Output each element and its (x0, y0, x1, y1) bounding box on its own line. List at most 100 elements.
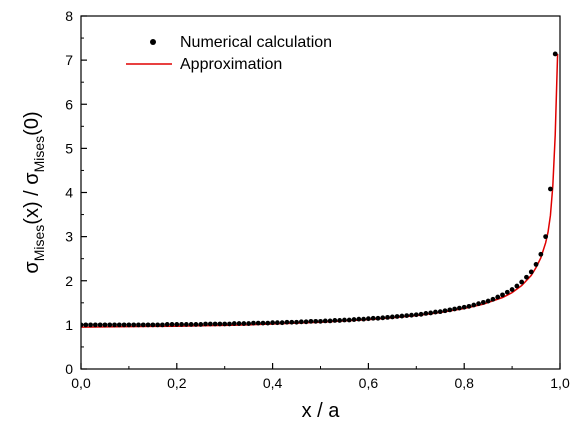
numerical-point (274, 320, 280, 326)
numerical-point (337, 318, 343, 323)
numerical-point (457, 305, 462, 311)
y-tick-label: 3 (65, 229, 73, 245)
numerical-point (164, 322, 170, 327)
numerical-point (116, 322, 122, 328)
numerical-point (308, 318, 314, 324)
y-tick-label: 4 (65, 185, 73, 201)
numerical-point (413, 312, 419, 318)
numerical-point (294, 319, 299, 325)
numerical-point (179, 322, 184, 327)
y-axis-title-end: (0) (21, 111, 43, 135)
numerical-point (279, 320, 285, 326)
numerical-point (370, 315, 376, 321)
numerical-point (504, 289, 510, 295)
numerical-point (150, 322, 156, 328)
numerical-point (246, 321, 252, 326)
plot-series (81, 51, 559, 328)
y-tick-label: 2 (65, 273, 73, 289)
numerical-point (251, 320, 256, 326)
x-axis-title: x / a (302, 400, 341, 422)
y-tick-label: 7 (65, 52, 73, 68)
numerical-point (207, 321, 213, 327)
numerical-point (342, 317, 347, 323)
x-tick-label: 0,8 (454, 375, 474, 391)
numerical-point (126, 322, 132, 328)
numerical-point (480, 299, 486, 305)
numerical-point (418, 311, 424, 317)
y-tick-label: 1 (65, 317, 73, 333)
numerical-point (155, 322, 161, 328)
numerical-point (112, 322, 117, 328)
numerical-point (356, 316, 362, 322)
numerical-point (303, 319, 309, 325)
numerical-point (140, 322, 146, 328)
numerical-point (212, 321, 218, 327)
x-tick-label: 0,6 (359, 375, 379, 391)
numerical-point (260, 320, 266, 326)
legend-label-numerical: Numerical calculation (180, 34, 332, 51)
numerical-point (409, 312, 414, 318)
numerical-point (423, 311, 429, 316)
numerical-point (461, 304, 467, 310)
y-axis-title-mid: (x) / (21, 185, 43, 225)
numerical-point (548, 186, 553, 192)
numerical-point (346, 317, 352, 323)
numerical-point (509, 287, 515, 292)
legend-label-approximation: Approximation (180, 56, 282, 73)
numerical-point (375, 315, 381, 321)
numerical-point (121, 322, 127, 328)
numerical-point (188, 322, 194, 327)
numerical-point (500, 292, 505, 298)
numerical-point (490, 296, 496, 302)
numerical-point (92, 322, 98, 328)
axis-ticks: 0 1 2 3 4 5 6 7 8 0,0 0,2 0,4 0,6 0,8 1,0 (65, 8, 570, 391)
numerical-point (476, 301, 481, 307)
numerical-point (183, 322, 189, 327)
numerical-point (97, 322, 103, 328)
numerical-point (466, 303, 472, 309)
numerical-point (255, 320, 261, 326)
numerical-point (136, 322, 141, 328)
numerical-point (433, 309, 438, 315)
numerical-point (538, 251, 544, 257)
y-axis-title-subscript1: Mises (31, 225, 47, 262)
legend: Numerical calculation Approximation (126, 34, 332, 73)
x-tick-label: 1,0 (550, 375, 570, 391)
y-axis-title-sigma2: σ (21, 172, 43, 185)
numerical-point (298, 319, 304, 325)
numerical-point (471, 302, 477, 308)
numerical-point (514, 283, 520, 289)
y-tick-label: 0 (65, 361, 73, 377)
plot-frame (80, 15, 561, 370)
x-tick-label: 0,2 (167, 375, 187, 391)
numerical-point (88, 322, 93, 328)
numerical-point (174, 322, 180, 327)
numerical-point (222, 321, 228, 327)
numerical-point (524, 274, 529, 280)
numerical-point (428, 310, 434, 316)
numerical-point (519, 279, 525, 285)
numerical-point (327, 318, 333, 324)
numerical-point (361, 316, 367, 322)
x-tick-label: 0,4 (263, 375, 283, 391)
numerical-point (169, 322, 175, 327)
numerical-point (452, 306, 458, 312)
numerical-point (528, 269, 534, 275)
y-tick-label: 6 (65, 96, 73, 112)
numerical-point (270, 320, 275, 326)
numerical-point (313, 318, 319, 324)
numerical-point (102, 322, 108, 328)
numerical-point (198, 322, 204, 327)
numerical-point (385, 314, 390, 320)
y-axis-title-subscript2: Mises (31, 136, 47, 173)
numerical-point (533, 262, 539, 267)
numerical-point (236, 321, 242, 326)
numerical-point (380, 315, 386, 321)
y-axis-title: σMises(x) / σMises(0) (21, 111, 47, 273)
numerical-point (145, 322, 151, 328)
numerical-point (203, 321, 208, 327)
numerical-point (193, 322, 199, 327)
numerical-point (332, 318, 338, 323)
numerical-point (447, 307, 453, 313)
